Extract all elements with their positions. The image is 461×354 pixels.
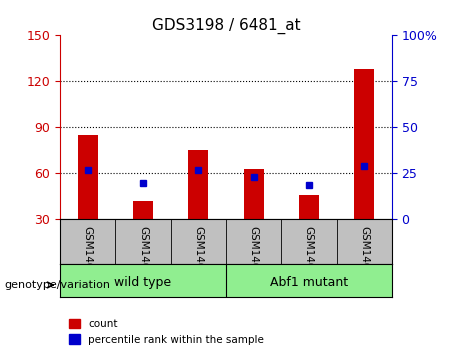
Text: GSM140786: GSM140786 (83, 226, 93, 289)
Text: GSM140800: GSM140800 (138, 226, 148, 289)
Text: GSM140801: GSM140801 (193, 226, 203, 289)
Bar (188, 150, 208, 219)
Text: Abf1 mutant: Abf1 mutant (270, 276, 348, 289)
Legend: count, percentile rank within the sample: count, percentile rank within the sample (65, 315, 268, 349)
Text: wild type: wild type (114, 276, 171, 289)
Bar (354, 69, 374, 219)
Title: GDS3198 / 6481_at: GDS3198 / 6481_at (152, 18, 300, 34)
Bar (133, 201, 153, 219)
Text: GSM140804: GSM140804 (359, 226, 369, 289)
Text: genotype/variation: genotype/variation (5, 280, 111, 290)
Bar (299, 195, 319, 219)
Text: GSM140802: GSM140802 (248, 226, 259, 289)
Text: GSM140803: GSM140803 (304, 226, 314, 289)
Bar (77, 135, 98, 219)
Bar (243, 169, 264, 219)
